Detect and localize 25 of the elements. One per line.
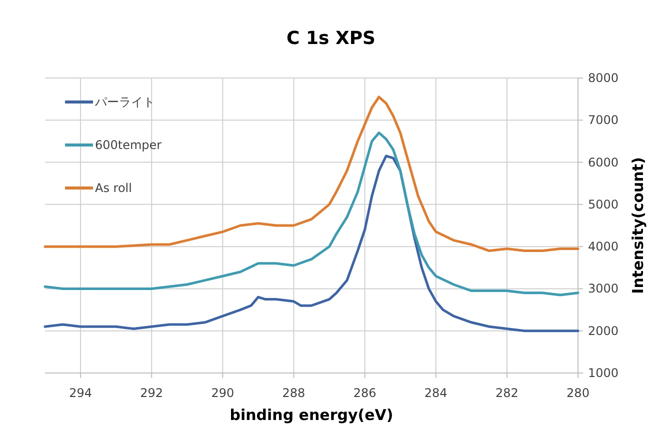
legend-label: As roll xyxy=(95,181,132,195)
y-tick-label: 6000 xyxy=(588,155,619,170)
y-axis-title: Intensity(count) xyxy=(629,157,647,294)
y-tick-label: 2000 xyxy=(588,324,619,338)
line-series xyxy=(44,132,580,296)
y-tick-label: 8000 xyxy=(588,71,619,85)
y-tick-label: 3000 xyxy=(588,282,619,296)
y-tick-label: 4000 xyxy=(588,240,619,254)
y-tick-label: 5000 xyxy=(588,197,619,212)
legend-label: パーライト xyxy=(94,95,155,109)
x-tick-label: 284 xyxy=(424,386,448,400)
x-tick-label: 292 xyxy=(140,386,164,400)
x-tick-label: 288 xyxy=(282,386,306,400)
x-axis-title: binding energy(eV) xyxy=(230,406,394,424)
x-tick-label: 286 xyxy=(353,386,376,400)
y-tick-label: 7000 xyxy=(588,113,619,128)
chart-title: C 1s XPS xyxy=(286,28,376,49)
line-series xyxy=(44,154,580,332)
x-tick-label: 282 xyxy=(495,386,518,400)
y-tick-label: 1000 xyxy=(588,366,619,380)
x-tick-label: 290 xyxy=(211,386,234,400)
x-tick-label: 280 xyxy=(566,386,590,400)
line-series xyxy=(44,96,580,252)
x-tick-label: 294 xyxy=(69,386,92,400)
legend-label: 600temper xyxy=(95,138,162,152)
